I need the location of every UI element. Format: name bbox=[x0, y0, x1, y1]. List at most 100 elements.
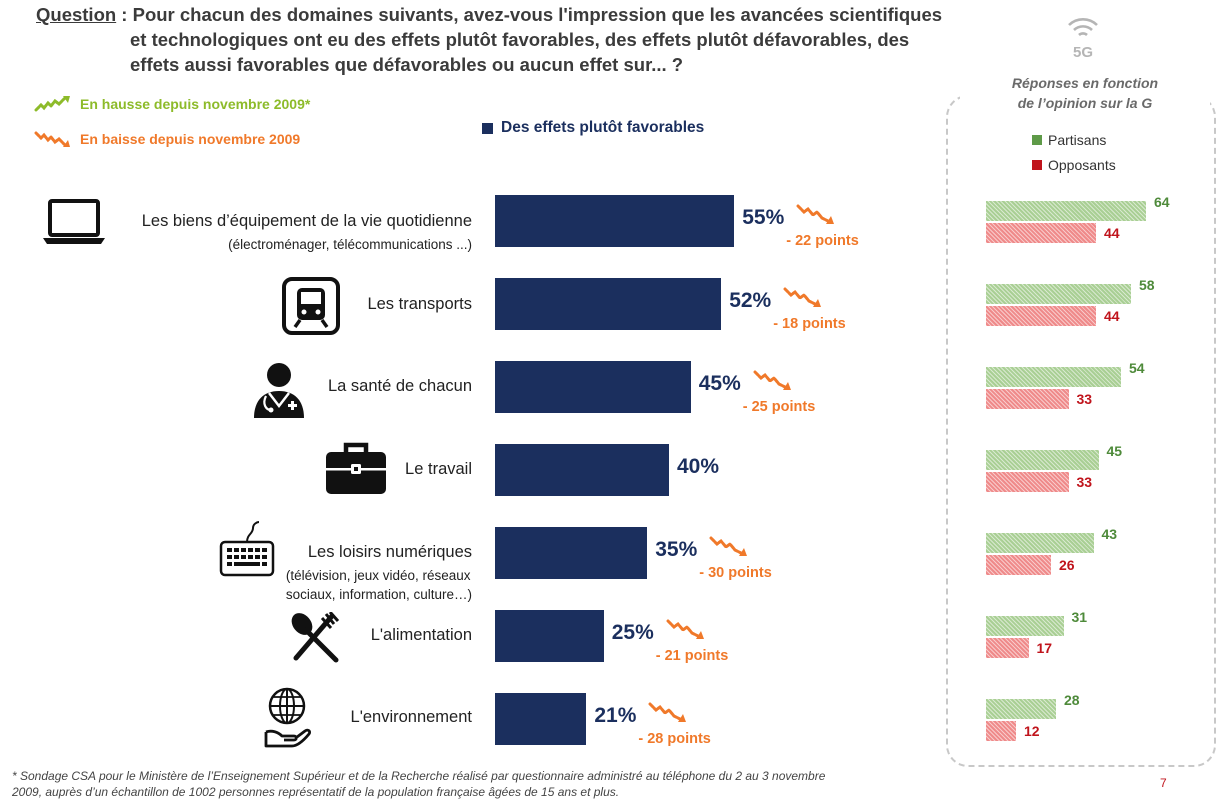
trend-down-icon bbox=[783, 287, 822, 307]
side-panel-title-line-2: de l’opinion sur la G bbox=[1017, 95, 1153, 111]
question-line-2: et technologiques ont eu des effets plut… bbox=[130, 29, 910, 50]
value-label: 35% bbox=[655, 538, 698, 561]
row-label-loisirs: Les loisirs numériques (télévision, jeux… bbox=[286, 543, 472, 604]
opposants-bar bbox=[986, 638, 1029, 658]
bar-4 bbox=[495, 527, 648, 579]
legend-trend-up-label: En hausse depuis novembre 2009* bbox=[80, 96, 311, 112]
legend-partisans-label: Partisans bbox=[1048, 132, 1107, 148]
value-label: 40% bbox=[677, 455, 720, 478]
opposants-value: 33 bbox=[1076, 474, 1093, 490]
opposants-value: 44 bbox=[1104, 308, 1120, 324]
row-label-main: Les biens d’équipement de la vie quotidi… bbox=[141, 212, 472, 230]
opposants-value: 33 bbox=[1076, 391, 1093, 407]
opposants-value: 44 bbox=[1104, 225, 1120, 241]
legend-partisans-swatch bbox=[1032, 135, 1042, 145]
legend-main-label: Des effets plutôt favorables bbox=[501, 119, 705, 136]
trend-points: - 18 points bbox=[773, 316, 846, 332]
trend-points: - 30 points bbox=[699, 565, 772, 581]
row-label-sub: (télévision, jeux vidéo, réseaux sociaux… bbox=[286, 566, 472, 604]
bar-2 bbox=[495, 361, 691, 413]
opposants-bar bbox=[986, 389, 1069, 409]
bar-3 bbox=[495, 444, 669, 496]
partisans-value: 31 bbox=[1071, 609, 1088, 625]
opposants-bar bbox=[986, 472, 1069, 492]
question-label: Question bbox=[36, 4, 117, 25]
opposants-bar bbox=[986, 306, 1096, 326]
main-chart-legend: Des effets plutôt favorables bbox=[482, 119, 704, 137]
opposants-bar bbox=[986, 555, 1051, 575]
5g-icon-label: 5G bbox=[1073, 44, 1093, 61]
row-label-main: Le travail bbox=[405, 460, 472, 478]
legend-opposants: Opposants bbox=[1032, 157, 1116, 173]
partisans-bar bbox=[986, 533, 1094, 553]
partisans-value: 28 bbox=[1064, 692, 1080, 708]
row-label-alimentation: L'alimentation bbox=[371, 626, 472, 645]
trend-points: - 28 points bbox=[638, 731, 711, 747]
row-label-sub: (électroménager, télécommunications ...) bbox=[228, 237, 472, 252]
legend-trend-up: En hausse depuis novembre 2009* bbox=[34, 95, 310, 113]
value-label: 21% bbox=[594, 704, 637, 727]
partisans-bar bbox=[986, 201, 1146, 221]
legend-trend-down-label: En baisse depuis novembre 2009 bbox=[80, 131, 301, 147]
footnote-line-2: 2009, auprès d’un échantillon de 1002 pe… bbox=[12, 785, 620, 799]
side-panel-box bbox=[946, 95, 1216, 767]
question-text: Question : Pour chacun des domaines suiv… bbox=[36, 2, 966, 77]
partisans-bar bbox=[986, 367, 1121, 387]
value-label: 52% bbox=[729, 289, 772, 312]
trend-down-icon bbox=[648, 702, 687, 722]
partisans-value: 58 bbox=[1139, 277, 1155, 293]
legend-swatch bbox=[482, 122, 493, 134]
row-label-transports: Les transports bbox=[367, 295, 472, 314]
trend-down-icon bbox=[666, 619, 704, 639]
5g-icon: 5G bbox=[1068, 18, 1098, 61]
side-panel-title: Réponses en fonction de l’opinion sur la… bbox=[960, 73, 1210, 113]
page-number: 7 bbox=[1160, 776, 1167, 790]
bar-0 bbox=[495, 195, 735, 247]
trend-down-icon bbox=[753, 370, 791, 390]
trend-points: - 25 points bbox=[742, 399, 816, 415]
row-label-main: Les loisirs numériques bbox=[307, 543, 472, 561]
opposants-value: 12 bbox=[1024, 723, 1040, 739]
opposants-value: 17 bbox=[1036, 640, 1053, 656]
row-label-sub-line-1: (télévision, jeux vidéo, réseaux bbox=[285, 568, 471, 583]
value-label: 45% bbox=[698, 372, 741, 395]
doctor-icon bbox=[254, 363, 304, 418]
train-icon bbox=[282, 277, 340, 335]
row-label-travail: Le travail bbox=[405, 460, 472, 479]
bar-1 bbox=[495, 278, 722, 330]
trend-down-icon bbox=[709, 536, 748, 556]
row-label-environnement: L'environnement bbox=[351, 708, 472, 727]
row-label-main: L'alimentation bbox=[370, 626, 472, 644]
cutlery-icon bbox=[291, 612, 340, 663]
partisans-value: 54 bbox=[1129, 360, 1145, 376]
side-panel-title-line-1: Réponses en fonction bbox=[1011, 75, 1159, 91]
partisans-bar bbox=[986, 450, 1099, 470]
value-label: 55% bbox=[742, 206, 785, 229]
partisans-bar bbox=[986, 699, 1056, 719]
partisans-value: 43 bbox=[1101, 526, 1118, 542]
keyboard-icon bbox=[219, 521, 275, 577]
row-label-main: L'environnement bbox=[350, 708, 472, 726]
partisans-value: 45 bbox=[1106, 443, 1123, 459]
bar-6 bbox=[495, 693, 587, 745]
row-label-sub-line-2: sociaux, information, culture…) bbox=[285, 587, 472, 602]
partisans-bar bbox=[986, 616, 1064, 636]
trend-points: - 21 points bbox=[655, 648, 729, 664]
opposants-bar bbox=[986, 721, 1016, 741]
trend-down-icon bbox=[796, 204, 835, 224]
footnote-line-1: * Sondage CSA pour le Ministère de l’Ens… bbox=[12, 769, 826, 783]
briefcase-icon bbox=[326, 442, 386, 494]
value-label: 25% bbox=[611, 621, 654, 644]
row-label-main: Les transports bbox=[367, 295, 472, 313]
question-line-3: effets aussi favorables que défavorables… bbox=[130, 54, 684, 75]
partisans-bar bbox=[986, 284, 1131, 304]
question-line-1: : Pour chacun des domaines suivants, ave… bbox=[116, 4, 943, 25]
opposants-bar bbox=[986, 223, 1096, 243]
globe-hand-icon bbox=[264, 687, 312, 748]
trend-points: - 22 points bbox=[786, 233, 859, 249]
legend-opposants-swatch bbox=[1032, 160, 1042, 170]
trend-up-icon bbox=[34, 96, 70, 112]
legend-opposants-label: Opposants bbox=[1048, 157, 1116, 173]
footnote: * Sondage CSA pour le Ministère de l’Ens… bbox=[12, 768, 912, 800]
laptop-icon bbox=[43, 199, 105, 244]
